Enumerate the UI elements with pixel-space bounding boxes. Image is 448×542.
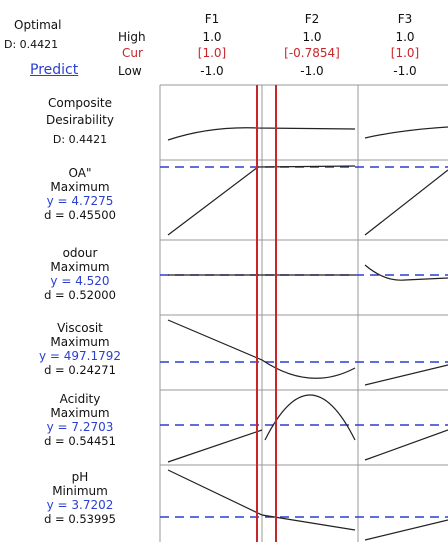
response-desirability: d = 0.52000 (44, 288, 116, 302)
factor-high: 1.0 (302, 30, 322, 44)
response-label: Viscosit Maximum y = 497.1792 d = 0.24271 (0, 321, 160, 377)
response-desirability: d = 0.53995 (44, 512, 116, 526)
response-label: OA" Maximum y = 4.7275 d = 0.45500 (0, 166, 160, 222)
factor-name: F1 (204, 12, 220, 26)
factor-low: -1.0 (200, 64, 224, 78)
level-label: Low (118, 64, 142, 78)
predict-link[interactable]: Predict (30, 62, 79, 78)
factor-name: F3 (397, 12, 413, 26)
response-prediction: y = 4.7275 (46, 194, 114, 208)
response-goal: Maximum (50, 335, 110, 349)
response-name: Composite Desirability (46, 96, 114, 127)
response-desirability: D: 0.4421 (52, 133, 108, 146)
factor-low: -1.0 (393, 64, 417, 78)
response-desirability: d = 0.24271 (44, 363, 116, 377)
response-goal: Minimum (52, 484, 108, 498)
response-name: Viscosit (57, 321, 103, 335)
response-label: Composite Desirability D: 0.4421 (0, 95, 160, 147)
level-label: Cur (122, 46, 143, 60)
response-label: odour Maximum y = 4.520 d = 0.52000 (0, 246, 160, 302)
response-goal: Maximum (50, 406, 110, 420)
optimal-d: D: 0.4421 (4, 38, 59, 51)
response-goal: Maximum (50, 180, 110, 194)
response-goal: Maximum (50, 260, 110, 274)
factor-current: [1.0] (197, 46, 227, 60)
response-name: Acidity (59, 392, 101, 406)
response-prediction: y = 4.520 (50, 274, 110, 288)
response-name: odour (62, 246, 98, 260)
factor-low: -1.0 (300, 64, 324, 78)
factor-current: [-0.7854] (284, 46, 340, 60)
response-desirability: d = 0.45500 (44, 208, 116, 222)
factor-name: F2 (304, 12, 320, 26)
level-label: High (118, 30, 146, 44)
response-name: OA" (68, 166, 92, 180)
response-name: pH (71, 470, 89, 484)
factor-high: 1.0 (202, 30, 222, 44)
optimal-label: Optimal (14, 18, 62, 32)
response-label: Acidity Maximum y = 7.2703 d = 0.54451 (0, 392, 160, 448)
response-prediction: y = 3.7202 (46, 498, 114, 512)
response-prediction: y = 497.1792 (38, 349, 122, 363)
response-label: pH Minimum y = 3.7202 d = 0.53995 (0, 470, 160, 526)
response-desirability: d = 0.54451 (44, 434, 116, 448)
factor-current: [1.0] (390, 46, 420, 60)
response-prediction: y = 7.2703 (46, 420, 114, 434)
factor-high: 1.0 (395, 30, 415, 44)
